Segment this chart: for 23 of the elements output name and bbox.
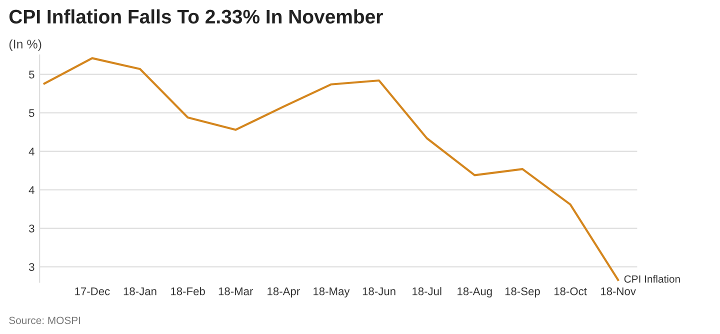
- x-tick-label: 18-Oct: [554, 287, 587, 296]
- y-tick-label: 4: [28, 186, 34, 194]
- x-tick-label: 18-Nov: [601, 287, 636, 296]
- source-note: Source: MOSPI: [9, 316, 80, 324]
- line-series: [43, 57, 620, 281]
- x-tick-label: 18-Jul: [412, 287, 442, 296]
- y-tick-label: 5: [29, 70, 34, 78]
- x-tick-label: 18-Mar: [218, 287, 254, 296]
- y-tick-label: 5: [29, 109, 34, 117]
- x-tick-label: 18-Apr: [268, 287, 300, 298]
- x-tick-label: 18-Aug: [458, 287, 492, 298]
- y-tick-label: 4: [28, 148, 34, 156]
- chart-title: CPI Inflation Falls To 2.33% In November: [9, 9, 383, 24]
- y-tick-label: 3: [28, 224, 34, 232]
- chart-subtitle: (In %): [9, 39, 42, 52]
- x-tick-label: 18-Sep: [505, 287, 540, 298]
- x-tick-label: 18-Jun: [362, 287, 396, 296]
- x-tick-label: 18-Feb: [171, 287, 205, 296]
- series-label: CPI Inflation: [624, 275, 680, 283]
- y-tick-label: 3: [28, 263, 34, 271]
- x-tick-label: 18-Jan: [124, 287, 156, 296]
- x-tick-label: 18-May: [314, 287, 350, 298]
- x-tick-label: 17-Dec: [75, 288, 110, 296]
